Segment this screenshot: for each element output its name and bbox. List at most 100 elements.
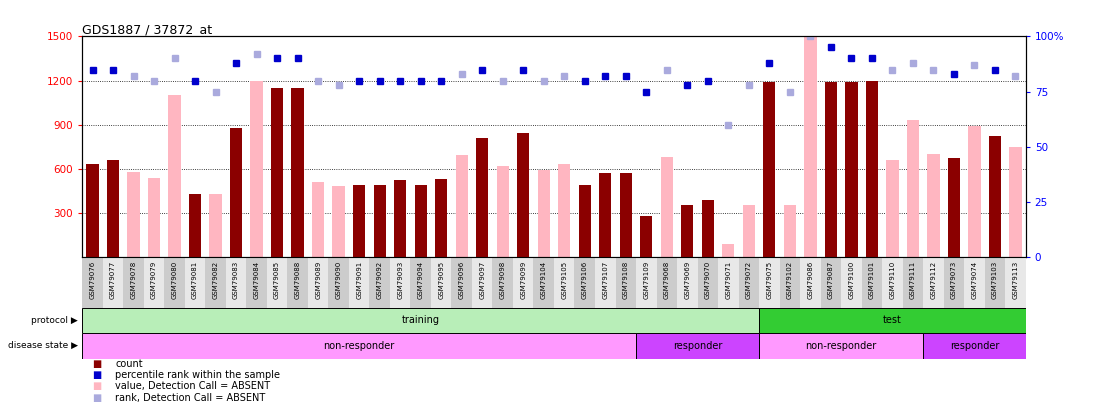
Bar — [394, 181, 406, 257]
Text: GSM79113: GSM79113 — [1013, 261, 1018, 299]
Text: GSM79109: GSM79109 — [643, 261, 649, 299]
Bar — [800, 257, 821, 308]
Bar — [575, 257, 595, 308]
Text: ■: ■ — [92, 358, 101, 369]
Bar — [308, 257, 328, 308]
Bar — [903, 257, 924, 308]
Bar — [845, 82, 858, 257]
Text: responder: responder — [950, 341, 999, 351]
Bar — [764, 82, 776, 257]
Text: GSM79084: GSM79084 — [253, 261, 260, 299]
Text: ■: ■ — [92, 393, 101, 403]
Bar — [271, 88, 283, 257]
Bar — [927, 154, 939, 257]
Text: GSM79080: GSM79080 — [171, 261, 178, 299]
Bar — [292, 88, 304, 257]
Bar — [165, 257, 184, 308]
Text: GSM79089: GSM79089 — [315, 261, 321, 299]
Text: GSM79086: GSM79086 — [807, 261, 813, 299]
Text: GSM79094: GSM79094 — [418, 261, 423, 299]
Bar — [620, 173, 632, 257]
Bar — [127, 172, 139, 257]
Bar — [169, 95, 181, 257]
FancyBboxPatch shape — [82, 308, 759, 333]
Bar — [738, 257, 759, 308]
Bar — [533, 257, 554, 308]
Bar — [287, 257, 308, 308]
Bar — [349, 257, 370, 308]
Text: GSM79091: GSM79091 — [357, 261, 362, 299]
Bar — [517, 133, 530, 257]
Text: protocol ▶: protocol ▶ — [31, 316, 78, 325]
Bar — [759, 257, 780, 308]
Bar — [554, 257, 575, 308]
Text: GSM79098: GSM79098 — [500, 261, 506, 299]
Bar — [677, 257, 698, 308]
Bar — [106, 160, 120, 257]
Bar — [615, 257, 636, 308]
Text: GSM79111: GSM79111 — [909, 261, 916, 299]
Bar — [230, 128, 242, 257]
Text: test: test — [883, 315, 902, 326]
Text: ■: ■ — [92, 370, 101, 380]
Text: GSM79090: GSM79090 — [336, 261, 341, 299]
Bar — [353, 185, 365, 257]
Bar — [907, 120, 919, 257]
Bar — [144, 257, 165, 308]
Bar — [332, 186, 344, 257]
Text: percentile rank within the sample: percentile rank within the sample — [115, 370, 281, 380]
Text: GSM79073: GSM79073 — [951, 261, 957, 299]
Text: GSM79083: GSM79083 — [233, 261, 239, 299]
FancyBboxPatch shape — [759, 308, 1026, 333]
Text: GSM79085: GSM79085 — [274, 261, 280, 299]
Text: GSM79104: GSM79104 — [541, 261, 546, 299]
Bar — [886, 160, 898, 257]
Text: GSM79095: GSM79095 — [438, 261, 444, 299]
FancyBboxPatch shape — [759, 333, 924, 358]
Bar — [328, 257, 349, 308]
Text: disease state ▶: disease state ▶ — [8, 341, 78, 350]
Bar — [389, 257, 410, 308]
Bar — [924, 257, 943, 308]
Text: GSM79075: GSM79075 — [767, 261, 772, 299]
Bar — [821, 257, 841, 308]
Bar — [184, 257, 205, 308]
Bar — [373, 185, 386, 257]
Bar — [943, 257, 964, 308]
Bar — [370, 257, 389, 308]
Bar — [656, 257, 677, 308]
Bar — [103, 257, 123, 308]
Bar — [866, 81, 878, 257]
Text: responder: responder — [672, 341, 722, 351]
Bar — [861, 257, 882, 308]
Text: non-responder: non-responder — [805, 341, 877, 351]
Text: GSM79106: GSM79106 — [581, 261, 588, 299]
Bar — [964, 257, 985, 308]
Bar — [969, 126, 981, 257]
Text: GSM79081: GSM79081 — [192, 261, 199, 299]
Text: GSM79102: GSM79102 — [787, 261, 793, 299]
Text: GSM79079: GSM79079 — [151, 261, 157, 299]
Bar — [250, 81, 263, 257]
Bar — [123, 257, 144, 308]
Bar — [825, 82, 837, 257]
Text: training: training — [402, 315, 440, 326]
Bar — [681, 205, 693, 257]
Bar — [476, 138, 488, 257]
Bar — [415, 185, 427, 257]
Text: GSM79097: GSM79097 — [479, 261, 485, 299]
Text: GSM79077: GSM79077 — [110, 261, 116, 299]
Text: GSM79101: GSM79101 — [869, 261, 875, 299]
Bar — [1005, 257, 1026, 308]
Bar — [985, 257, 1005, 308]
Bar — [497, 166, 509, 257]
Bar — [722, 244, 735, 257]
Text: GSM79068: GSM79068 — [664, 261, 670, 299]
FancyBboxPatch shape — [82, 333, 636, 358]
Bar — [719, 257, 738, 308]
Bar — [210, 194, 222, 257]
Bar — [205, 257, 226, 308]
Text: GDS1887 / 37872_at: GDS1887 / 37872_at — [82, 23, 213, 36]
Bar — [660, 157, 672, 257]
Bar — [558, 164, 570, 257]
